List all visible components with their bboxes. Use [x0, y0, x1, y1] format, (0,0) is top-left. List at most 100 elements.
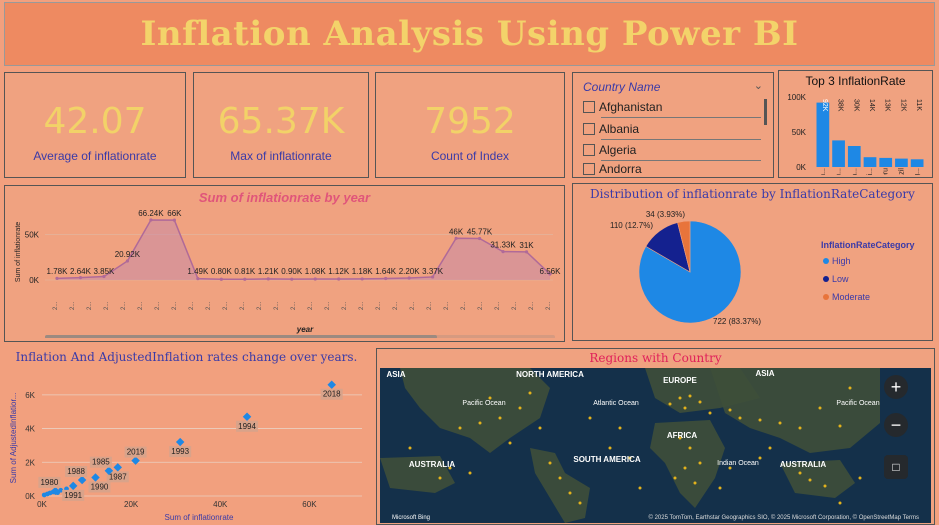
- slicer-item-label: Algeria: [599, 143, 637, 157]
- data-label: 13K: [884, 99, 891, 112]
- data-point: [102, 274, 106, 279]
- data-point: [384, 276, 388, 281]
- y-tick-label: 0K: [29, 276, 39, 285]
- data-point: [78, 276, 83, 280]
- x-tick-label: 2...: [121, 301, 127, 310]
- country-dot: [693, 481, 697, 485]
- bar: [863, 157, 877, 167]
- slicer-scrollbar[interactable]: [764, 99, 767, 125]
- checkbox-icon[interactable]: [583, 123, 595, 135]
- data-point: [149, 218, 153, 222]
- slicer-item[interactable]: Afghanistan: [583, 98, 662, 116]
- country-slicer[interactable]: Country Name ⌄ Afghanistan Albania Alger…: [572, 72, 774, 178]
- kpi-label: Average of inflationrate: [33, 149, 157, 163]
- country-dot: [458, 426, 462, 430]
- slicer-item[interactable]: Andorra: [583, 162, 642, 176]
- slicer-item[interactable]: Algeria: [583, 141, 636, 159]
- x-tick-label: 2...: [342, 301, 348, 310]
- select-region-icon[interactable]: □: [884, 455, 908, 479]
- map-panel: Regions with Country NORTH AMERICA EUROPE…: [376, 348, 935, 525]
- x-tick-label: 2...: [410, 301, 416, 310]
- kpi-label: Count of Index: [430, 149, 510, 163]
- data-label: 66K: [167, 209, 182, 218]
- data-label: 1.49K: [187, 267, 209, 276]
- point-label-bg: [236, 420, 259, 432]
- data-label: 1.78K: [47, 267, 69, 276]
- scatter-point: [242, 412, 252, 422]
- y-tick-label: 50K: [25, 231, 40, 240]
- country-dot: [683, 466, 687, 470]
- country-dot: [728, 408, 732, 412]
- x-tick-label: Nica...: [851, 168, 858, 175]
- divider: [601, 160, 761, 161]
- landmass: [780, 460, 855, 498]
- data-label: 1.18K: [352, 267, 374, 276]
- data-label: 0.80K: [211, 267, 233, 276]
- country-dot: [488, 396, 492, 400]
- x-tick-label: 0K: [37, 500, 47, 509]
- data-point: [501, 249, 505, 254]
- point-label: 1993: [171, 447, 189, 456]
- country-dot: [478, 421, 482, 425]
- map-attribution[interactable]: © 2025 TomTom, Earthstar Geographics SIO…: [648, 515, 920, 521]
- bar: [832, 140, 845, 167]
- kpi-value: 7952: [424, 101, 516, 142]
- scatter-point-minor: [58, 487, 64, 493]
- x-tick-label: 40K: [213, 500, 228, 509]
- zoom-out-button[interactable]: −: [884, 413, 908, 437]
- world-map-canvas: NORTH AMERICA EUROPE ASIA ASIA Pacific Ocean…: [380, 368, 880, 523]
- x-axis-title: year: [296, 325, 314, 334]
- x-tick-label: 2...: [172, 301, 178, 310]
- country-dot: [578, 501, 582, 505]
- slicer-item[interactable]: Albania: [583, 120, 639, 138]
- country-dot: [448, 466, 452, 470]
- map-label: Pacific Ocean: [462, 400, 505, 407]
- y-tick-label: 2K: [25, 458, 35, 467]
- country-dot: [738, 416, 742, 420]
- kpi-card-max[interactable]: 65.37K Max of inflationrate: [193, 72, 369, 178]
- kpi-value: 42.07: [43, 101, 147, 142]
- divider: [601, 139, 761, 140]
- data-point: [243, 277, 247, 281]
- country-dot: [673, 476, 677, 480]
- country-dot: [608, 446, 612, 450]
- country-dot: [808, 478, 812, 482]
- kpi-value: 65.37K: [217, 101, 345, 142]
- x-tick-label: 2...: [53, 301, 59, 310]
- legend-marker: [823, 294, 829, 300]
- checkbox-icon[interactable]: [583, 144, 595, 156]
- country-dot: [528, 391, 532, 395]
- map-label: Pacific Ocean: [836, 400, 879, 407]
- chevron-down-icon[interactable]: ⌄: [753, 80, 763, 92]
- slicer-item-label: Afghanistan: [599, 100, 663, 114]
- point-label: 1988: [67, 467, 85, 476]
- country-dot: [728, 466, 732, 470]
- pie-chart: 722 (83.37%) 110 (12.7%) 34 (3.93%) Inflati…: [610, 210, 915, 326]
- legend-title: InflationRateCategory: [821, 240, 915, 250]
- kpi-card-average[interactable]: 42.07 Average of inflationrate: [4, 72, 186, 178]
- kpi-card-count[interactable]: 7952 Count of Index: [375, 72, 565, 178]
- data-point: [55, 276, 59, 280]
- zoom-in-button[interactable]: +: [884, 375, 908, 399]
- checkbox-icon[interactable]: [583, 101, 595, 113]
- x-tick-label: 2...: [155, 301, 161, 310]
- x-tick-label: Ven...: [820, 168, 827, 175]
- data-point: [266, 277, 270, 281]
- point-label-bg: [124, 446, 147, 458]
- x-tick-label: 2...: [70, 301, 76, 310]
- x-tick-label: 2...: [240, 301, 246, 310]
- data-label: 2.20K: [399, 267, 421, 276]
- legend-label: Moderate: [832, 292, 870, 302]
- data-label: 1.12K: [328, 267, 350, 276]
- bar: [816, 102, 830, 167]
- map-label: AFRICA: [667, 431, 697, 440]
- country-dot: [758, 418, 762, 422]
- checkbox-icon[interactable]: [583, 163, 595, 175]
- country-dot: [823, 484, 827, 488]
- country-dot: [678, 396, 682, 400]
- point-label: 1990: [91, 482, 109, 491]
- bar: [895, 158, 908, 167]
- x-tick-label: 60K: [302, 500, 317, 509]
- scatter-point: [91, 473, 100, 482]
- world-map[interactable]: NORTH AMERICA EUROPE ASIA ASIA Pacific Ocean…: [380, 368, 931, 523]
